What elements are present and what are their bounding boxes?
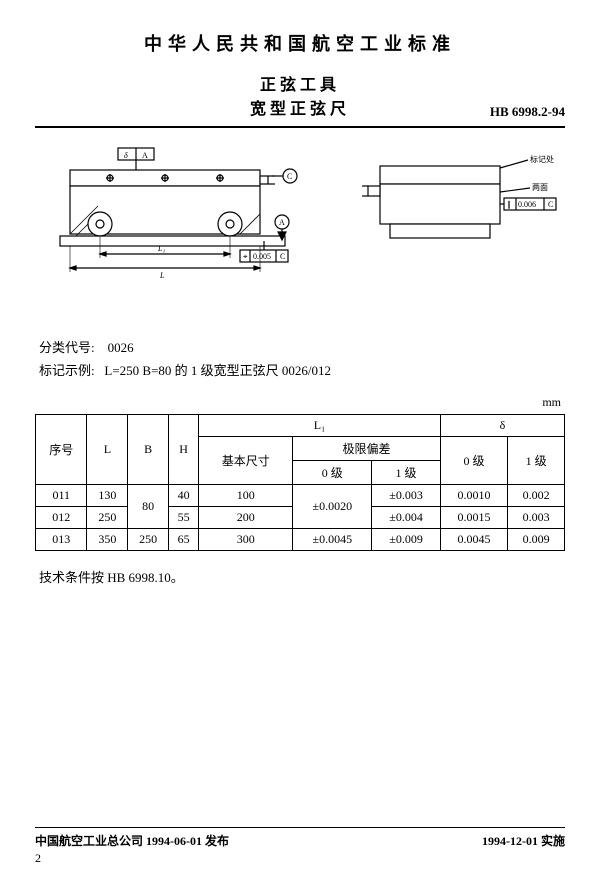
svg-text:标记处: 标记处 [530,154,554,164]
cell-d1: 0.009 [508,528,565,550]
footer-effective: 1994-12-01 实施 [482,832,565,849]
cell-L: 350 [87,528,128,550]
table-header-row: 序号 L B H L₁ δ [36,414,565,436]
table-row: 011 130 80 40 100 ±0.0020 ±0.003 0.0010 … [36,484,565,506]
sub-title-line1: 正弦工具 [35,74,565,98]
head-l1-level1: 1 级 [372,460,440,484]
head-limit: 极限偏差 [293,436,441,460]
cell-L1b: 300 [199,528,293,550]
diagram-side-view: 标记处 两面 ∥ 0.006 C [350,146,560,276]
page-number: 2 [35,851,565,866]
sub-title-line2: 宽型正弦尺 [35,98,565,122]
svg-text:0.006: 0.006 [518,200,536,209]
svg-text:0.005: 0.005 [253,252,271,261]
svg-text:∥: ∥ [507,200,511,209]
cell-B: 80 [128,484,169,528]
cell-H: 40 [169,484,199,506]
cell-H: 65 [169,528,199,550]
head-delta: δ [440,414,564,436]
cell-d1: 0.003 [508,506,565,528]
svg-text:L: L [159,271,165,280]
cell-B: 250 [128,528,169,550]
technical-conditions-note: 技术条件按 HB 6998.10。 [39,567,565,586]
svg-text:A: A [279,218,285,227]
sub-title-block: 正弦工具 宽型正弦尺 [35,74,565,122]
cell-L1b: 100 [199,484,293,506]
svg-text:⌖: ⌖ [243,252,248,261]
svg-text:两面: 两面 [532,183,548,192]
spec-table: 序号 L B H L₁ δ 基本尺寸 极限偏差 0 级 1 级 0 级 1 级 … [35,414,565,551]
page-footer: 中国航空工业总公司 1994-06-01 发布 1994-12-01 实施 2 [35,827,565,866]
head-l1-level0: 0 级 [293,460,372,484]
cell-t1: ±0.009 [372,528,440,550]
head-H: H [169,414,199,484]
cell-t0: ±0.0045 [293,528,372,550]
cell-L1b: 200 [199,506,293,528]
standard-number: HB 6998.2-94 [490,104,565,120]
svg-text:C: C [287,172,292,181]
head-seq: 序号 [36,414,87,484]
cell-H: 55 [169,506,199,528]
cell-t1: ±0.004 [372,506,440,528]
svg-text:A: A [142,151,148,160]
divider-thick [35,126,565,128]
mark-example-value: L=250 B=80 的 1 级宽型正弦尺 0026/012 [104,363,331,378]
cell-seq: 012 [36,506,87,528]
svg-text:C: C [280,252,285,261]
technical-diagram: δ A [35,146,565,296]
head-basic: 基本尺寸 [199,436,293,484]
cell-t0: ±0.0020 [293,484,372,528]
diagram-front-view: δ A [40,146,320,296]
table-row: 013 350 250 65 300 ±0.0045 ±0.009 0.0045… [36,528,565,550]
mark-example-label: 标记示例: [39,363,95,378]
footer-issuer: 中国航空工业总公司 1994-06-01 发布 [35,832,229,849]
main-standard-title: 中华人民共和国航空工业标准 [35,30,565,56]
class-code-value: 0026 [108,340,134,355]
unit-label: mm [35,395,565,410]
head-d-level1: 1 级 [508,436,565,484]
svg-text:C: C [548,200,553,209]
cell-L: 250 [87,506,128,528]
head-L: L [87,414,128,484]
head-B: B [128,414,169,484]
cell-L: 130 [87,484,128,506]
svg-text:δ: δ [124,151,128,160]
cell-d1: 0.002 [508,484,565,506]
cell-t1: ±0.003 [372,484,440,506]
head-L1: L₁ [199,414,441,436]
cell-d0: 0.0010 [440,484,507,506]
cell-d0: 0.0015 [440,506,507,528]
cell-seq: 013 [36,528,87,550]
cell-seq: 011 [36,484,87,506]
meta-info-block: 分类代号: 0026 标记示例: L=250 B=80 的 1 级宽型正弦尺 0… [39,336,565,383]
head-d-level0: 0 级 [440,436,507,484]
cell-d0: 0.0045 [440,528,507,550]
class-code-label: 分类代号: [39,340,95,355]
svg-text:L₁: L₁ [157,244,165,253]
